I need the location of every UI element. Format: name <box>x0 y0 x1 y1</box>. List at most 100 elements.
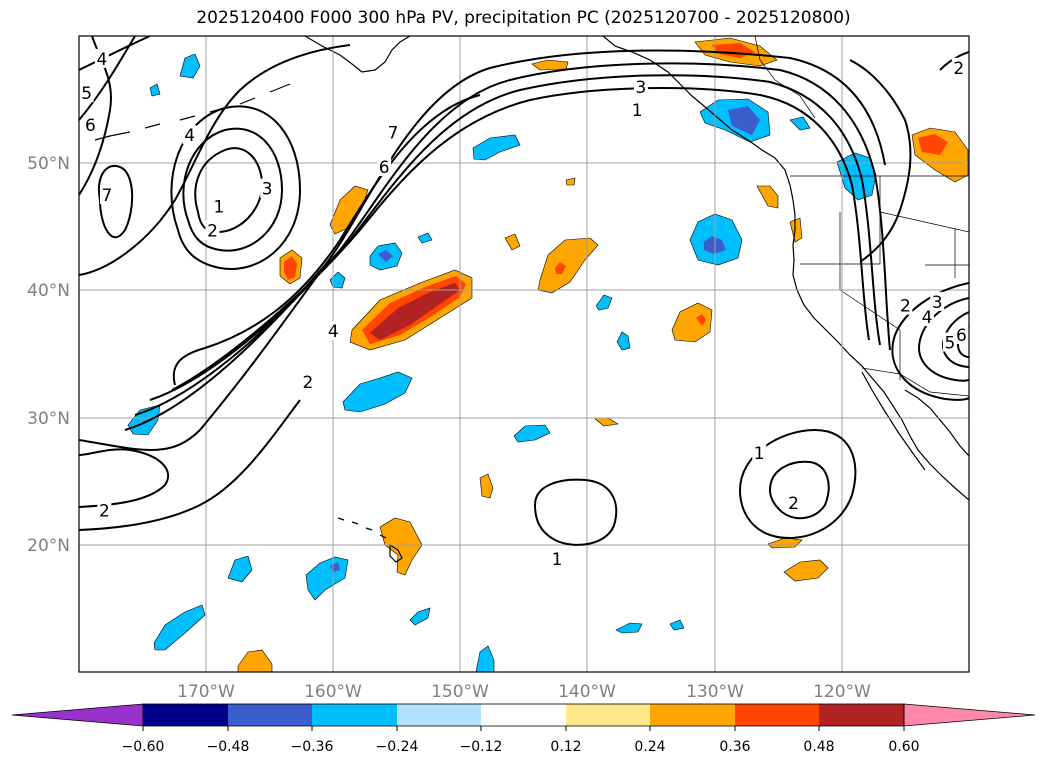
contour-label-bg <box>920 307 935 327</box>
lat-tick-label: 20°N <box>27 536 70 556</box>
baja-california <box>861 371 926 471</box>
lon-tick-label: 150°W <box>431 682 489 702</box>
lon-tick-label: 140°W <box>558 682 616 702</box>
pv-contour-west-loop <box>97 165 134 239</box>
pv-contour-se-low-1 <box>891 282 969 401</box>
us-mexico-border <box>861 367 969 397</box>
contour-label: 4 <box>184 126 195 146</box>
lon-tick-label: 160°W <box>304 682 362 702</box>
precip-blob <box>615 622 643 634</box>
contour-label-bg <box>898 295 913 315</box>
contour-label: 2 <box>953 59 964 79</box>
contour-label: 5 <box>945 334 956 354</box>
pv-contour-low-2 <box>182 127 284 252</box>
pv-contour-jet-5 <box>79 274 319 451</box>
contour-label: 7 <box>388 124 399 144</box>
contour-label: 1 <box>552 550 563 570</box>
lon-tick-label: 120°W <box>813 682 871 702</box>
lon-tick-label: 130°W <box>686 682 744 702</box>
precip-blob <box>918 134 948 155</box>
lat-tick-label: 40°N <box>27 281 70 301</box>
contour-label: 4 <box>922 308 933 328</box>
pv-contour-west-wave <box>79 44 351 276</box>
contour-label-bg <box>205 220 220 240</box>
precip-blob <box>479 473 494 499</box>
graticule <box>79 36 969 672</box>
colorbar: −0.60 −0.48 −0.36 −0.24 −0.12 0.12 0.24 … <box>11 703 1036 755</box>
contour-label: 1 <box>754 444 765 464</box>
map-background <box>79 36 969 672</box>
colorbar-segment <box>397 704 481 726</box>
colorbar-tick-label: 0.12 <box>550 739 581 755</box>
precip-blob <box>149 83 161 97</box>
colorbar-extend-low <box>11 703 144 727</box>
pv-contour-closed-east-1 <box>738 428 857 540</box>
colorbar-segment <box>312 704 397 726</box>
colorbar-segment <box>143 704 228 726</box>
precip-blob <box>153 604 206 651</box>
precip-blob <box>789 217 803 243</box>
precip-blob <box>378 250 393 262</box>
colorbar-segment <box>566 704 650 726</box>
contour-label-bg <box>211 196 226 216</box>
contour-label: 6 <box>956 326 967 346</box>
contour-label: 2 <box>99 501 110 521</box>
alaska-canada-border <box>754 36 816 119</box>
contour-label-bg <box>550 548 565 568</box>
contour-label-bg <box>930 291 945 311</box>
precip-blob <box>342 371 413 413</box>
contour-label-bg <box>630 99 645 119</box>
precip-blob <box>836 152 877 201</box>
pv-contour-east-ridge <box>849 59 912 263</box>
contour-label-bg <box>942 332 957 352</box>
contour-label: 6 <box>85 116 96 136</box>
precip-blob <box>565 177 576 186</box>
precip-blob <box>284 256 297 280</box>
precip-blob <box>370 283 460 340</box>
pv-contour-south-2 <box>79 448 170 508</box>
precip-blob <box>728 106 760 135</box>
contour-label-bg <box>386 122 401 142</box>
contour-label-bg <box>300 371 315 391</box>
precip-blob <box>783 559 829 582</box>
precip-negative-shading <box>127 53 877 672</box>
colorbar-segment <box>481 704 566 726</box>
contour-label-bg <box>94 48 109 68</box>
precip-blob <box>472 134 521 161</box>
contour-label-bg <box>377 157 392 177</box>
precip-blob <box>616 331 631 351</box>
contour-label: 3 <box>262 180 273 200</box>
precip-blob <box>504 233 521 251</box>
contour-label-bg <box>954 324 969 344</box>
precip-blob <box>595 294 613 311</box>
colorbar-segment <box>819 704 904 726</box>
colorbar-tick-label: 0.48 <box>803 739 834 755</box>
contour-label-bg <box>951 57 966 77</box>
precip-blob <box>513 424 551 443</box>
precip-blob <box>227 555 253 583</box>
contour-label-bg <box>79 83 94 103</box>
pv-contour-south-1 <box>79 399 301 531</box>
pv-contour-closed-1 <box>533 478 618 546</box>
contour-label: 6 <box>379 158 390 178</box>
colorbar-ticks <box>142 726 905 731</box>
gulf-of-california-coast <box>904 389 969 457</box>
colorbar-frame <box>142 703 905 727</box>
colorbar-segment <box>650 704 735 726</box>
contour-label: 1 <box>213 197 224 217</box>
contour-label: 4 <box>328 322 339 342</box>
contour-label: 2 <box>302 373 313 393</box>
colorbar-tick-label: 0.60 <box>888 739 919 755</box>
precip-blob <box>669 619 685 631</box>
contour-label: 7 <box>102 186 113 206</box>
contour-label: 5 <box>81 84 92 104</box>
contour-label: 2 <box>207 222 218 242</box>
precip-blob <box>237 649 273 672</box>
precip-blob <box>789 116 811 131</box>
contour-label-bg <box>326 321 341 341</box>
lat-tick-label: 50°N <box>27 154 70 174</box>
colorbar-tick-label: −0.60 <box>122 739 165 755</box>
contour-label-bg <box>182 125 197 145</box>
